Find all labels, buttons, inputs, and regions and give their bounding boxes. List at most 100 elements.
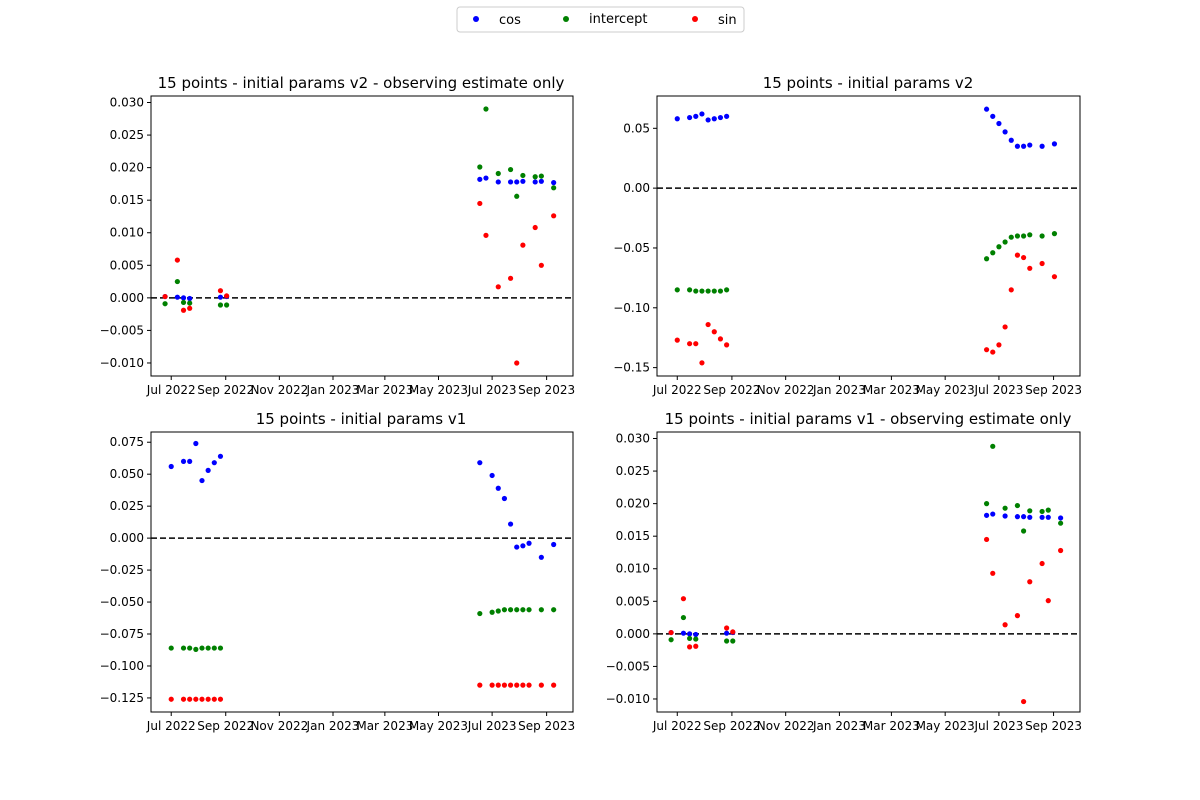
- data-point-sin: [193, 696, 199, 702]
- data-point-intercept: [187, 645, 193, 651]
- y-tick-label: 0.010: [616, 562, 650, 576]
- x-tick-label: Mar 2023: [863, 383, 920, 397]
- axes-frame: [150, 95, 574, 377]
- x-tick-label: Sep 2023: [518, 719, 575, 733]
- data-point-cos: [514, 179, 520, 185]
- data-point-cos: [180, 458, 187, 465]
- data-point-sin: [699, 360, 705, 366]
- x-tick-label: Sep 2022: [703, 383, 760, 397]
- subplot-top-right: 15 points - initial params v2 −0.15 −0.10…: [613, 74, 1082, 397]
- x-tick-label: Jan 2023: [306, 383, 360, 397]
- x-tick-label: Jul 2023: [974, 383, 1024, 397]
- data-point-intercept: [501, 607, 508, 613]
- data-point-sin: [507, 682, 514, 688]
- subplot-title: 15 points - initial params v2: [763, 74, 974, 92]
- data-point-intercept: [483, 106, 489, 112]
- data-point-sin: [199, 696, 205, 702]
- data-point-intercept: [162, 301, 168, 307]
- subplot-bottom-right: 15 points - initial params v1 - observin…: [606, 410, 1082, 733]
- data-point-intercept: [724, 638, 730, 644]
- data-point-sin: [477, 200, 483, 207]
- x-tick-label: Jul 2023: [467, 719, 517, 733]
- data-point-cos: [551, 541, 557, 548]
- data-point-intercept: [532, 174, 538, 180]
- y-tick-label: −0.005: [606, 659, 650, 673]
- data-point-intercept: [717, 288, 724, 294]
- data-point-sin: [674, 337, 680, 343]
- y-tick-label: 0.005: [616, 594, 650, 608]
- data-point-cos: [477, 460, 483, 466]
- data-point-intercept: [199, 645, 205, 651]
- data-point-intercept: [1027, 232, 1033, 238]
- y-tick-label: 0.050: [110, 467, 144, 481]
- y-tick-label: −0.025: [100, 563, 144, 577]
- y-tick-label: −0.010: [100, 356, 144, 370]
- subplot-bottom-left: 15 points - initial params v1 −0.125 −0.1…: [100, 410, 576, 733]
- x-tick-label: Mar 2023: [356, 383, 413, 397]
- data-point-sin: [162, 293, 168, 300]
- x-tick-label: Sep 2022: [197, 383, 254, 397]
- x-tick-label: May 2023: [916, 383, 975, 397]
- legend-label-intercept: intercept: [589, 12, 648, 27]
- data-point-cos: [1002, 513, 1008, 519]
- data-point-sin: [668, 629, 674, 636]
- y-tick-label: 0.05: [623, 121, 650, 135]
- x-tick-label: Sep 2022: [197, 719, 254, 733]
- data-point-cos: [501, 495, 508, 502]
- y-tick-label: 0.030: [616, 432, 650, 446]
- data-point-cos: [680, 630, 687, 636]
- data-point-sin: [1008, 287, 1014, 293]
- data-point-intercept: [193, 646, 199, 652]
- data-point-cos: [551, 180, 557, 186]
- data-point-intercept: [711, 288, 717, 294]
- data-point-sin: [205, 696, 211, 702]
- x-tick-label: May 2023: [409, 719, 468, 733]
- data-point-cos: [724, 630, 730, 636]
- data-point-intercept: [983, 256, 990, 262]
- data-point-cos: [477, 176, 483, 182]
- data-point-sin: [680, 596, 687, 602]
- subplot-title: 15 points - initial params v2 - observin…: [158, 74, 565, 92]
- data-point-sin: [693, 643, 699, 649]
- data-point-cos: [217, 453, 224, 459]
- legend-marker-intercept: [563, 16, 569, 22]
- data-point-sin: [1027, 579, 1033, 585]
- data-point-cos: [1014, 143, 1021, 149]
- data-point-sin: [489, 682, 495, 688]
- data-point-cos: [724, 113, 730, 119]
- data-point-intercept: [1021, 528, 1027, 534]
- data-point-sin: [477, 682, 483, 688]
- y-tick-label: −0.15: [613, 361, 650, 375]
- data-point-cos: [1045, 514, 1051, 520]
- data-point-sin: [520, 242, 526, 248]
- x-tick-label: Jul 2022: [652, 719, 702, 733]
- data-point-cos: [687, 114, 693, 121]
- data-point-sin: [687, 644, 693, 650]
- data-point-intercept: [217, 645, 224, 651]
- y-tick-label: 0.075: [110, 435, 144, 449]
- data-point-sin: [1021, 698, 1027, 705]
- y-tick-label: 0.000: [110, 531, 144, 545]
- data-point-sin: [724, 342, 730, 348]
- data-point-intercept: [217, 302, 224, 308]
- x-tick-label: Jul 2022: [652, 383, 702, 397]
- data-point-sin: [1002, 622, 1008, 628]
- data-point-sin: [724, 625, 730, 631]
- data-point-cos: [174, 294, 180, 300]
- data-point-cos: [199, 477, 205, 484]
- x-tick-label: Sep 2023: [1025, 719, 1082, 733]
- data-point-cos: [507, 179, 514, 185]
- data-point-cos: [983, 512, 990, 518]
- data-point-sin: [1039, 560, 1045, 567]
- data-point-intercept: [187, 300, 193, 306]
- data-point-sin: [990, 349, 996, 355]
- data-point-sin: [495, 682, 501, 688]
- data-point-sin: [483, 232, 489, 238]
- data-point-cos: [693, 631, 699, 638]
- data-point-intercept: [687, 287, 693, 293]
- data-point-intercept: [477, 164, 483, 170]
- data-point-intercept: [680, 614, 687, 621]
- data-point-sin: [217, 696, 224, 702]
- data-point-cos: [996, 120, 1002, 127]
